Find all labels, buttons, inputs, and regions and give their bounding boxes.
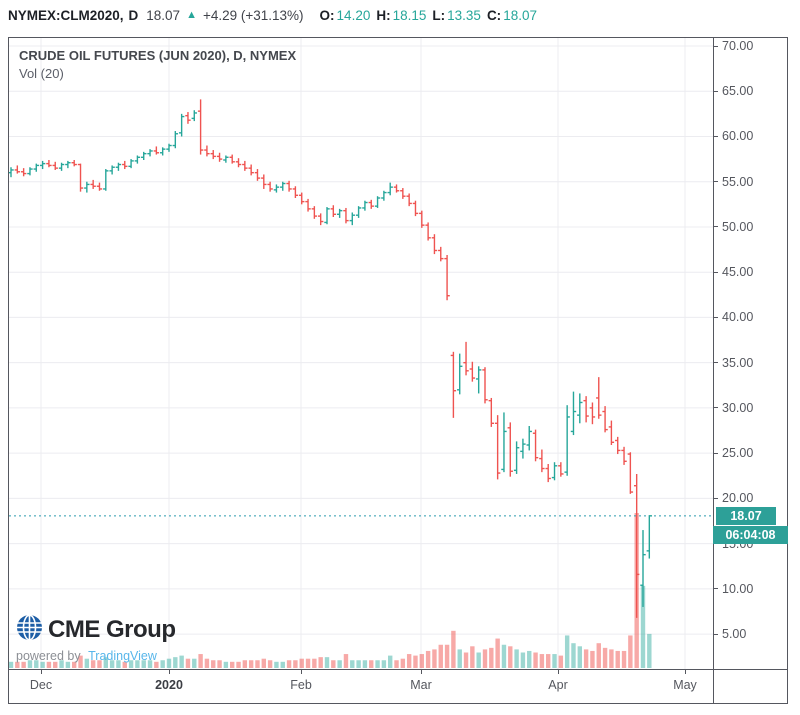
time-axis-label: Apr bbox=[548, 678, 568, 692]
price-axis[interactable]: 70.00 65.00 60.00 55.00 50.00 45.00 40.00 35.00… bbox=[713, 38, 788, 669]
symbol-name[interactable]: NYMEX:CLM2020, bbox=[8, 7, 124, 23]
chart-pane[interactable] bbox=[9, 38, 713, 669]
close-label: C: bbox=[486, 7, 502, 23]
high-value: 18.15 bbox=[392, 7, 427, 23]
price-change: +4.29 (+31.13%) bbox=[202, 7, 304, 23]
price-axis-label: 50.00 bbox=[722, 219, 754, 234]
time-axis-label: 2020 bbox=[155, 678, 183, 692]
price-axis-tick bbox=[713, 362, 718, 364]
price-axis-label: 35.00 bbox=[722, 355, 754, 370]
bar-countdown-badge: 06:04:08 bbox=[713, 525, 788, 544]
open-value: 14.20 bbox=[336, 7, 371, 23]
globe-icon bbox=[16, 614, 43, 646]
price-axis-label: 55.00 bbox=[722, 174, 754, 189]
chart-legend-title[interactable]: CRUDE OIL FUTURES (JUN 2020), D, NYMEX bbox=[19, 48, 297, 63]
price-axis-label: 20.00 bbox=[722, 491, 754, 506]
powered-by-label: powered by bbox=[16, 649, 81, 663]
price-axis-tick bbox=[713, 181, 718, 183]
low-label: L: bbox=[432, 7, 446, 23]
last-price-badge-value: 18.07 bbox=[730, 508, 762, 523]
price-axis-tick bbox=[713, 45, 718, 47]
price-axis-tick bbox=[713, 135, 718, 137]
price-axis-tick bbox=[713, 497, 718, 499]
price-axis-tick bbox=[713, 316, 718, 318]
close-value: 18.07 bbox=[503, 7, 537, 23]
time-axis-label: Mar bbox=[410, 678, 432, 692]
last-price: 18.07 bbox=[146, 7, 181, 23]
cme-logo-text[interactable]: CME Group bbox=[48, 616, 176, 643]
price-axis-label: 70.00 bbox=[722, 39, 754, 53]
axis-separator-vertical bbox=[713, 38, 714, 703]
change-up-arrow-icon: ▲ bbox=[186, 9, 197, 21]
price-axis-tick bbox=[713, 633, 718, 635]
axis-separator-horizontal bbox=[9, 669, 787, 670]
time-axis-tick bbox=[41, 669, 42, 674]
price-axis-label: 10.00 bbox=[722, 581, 754, 596]
price-axis-label: 65.00 bbox=[722, 84, 754, 99]
price-axis-label: 45.00 bbox=[722, 265, 754, 280]
price-axis-tick bbox=[713, 226, 718, 228]
time-axis[interactable]: Dec 2020 Feb Mar Apr May bbox=[9, 669, 787, 704]
low-value: 13.35 bbox=[447, 7, 481, 23]
time-axis-tick bbox=[558, 669, 559, 674]
volume-indicator-label[interactable]: Vol (20) bbox=[19, 66, 64, 81]
tradingview-link[interactable]: TradingView bbox=[88, 649, 157, 663]
time-axis-tick bbox=[685, 669, 686, 674]
ohlc-volume-plot[interactable] bbox=[9, 38, 713, 669]
price-axis-label: 60.00 bbox=[722, 129, 754, 144]
cme-branding: CME Group powered by TradingView bbox=[16, 614, 176, 663]
chart-frame: CRUDE OIL FUTURES (JUN 2020), D, NYMEX V… bbox=[8, 37, 788, 704]
time-axis-label: May bbox=[673, 678, 697, 692]
price-axis-tick bbox=[713, 407, 718, 409]
last-price-badge: 18.07 bbox=[716, 506, 776, 525]
bar-countdown-value: 06:04:08 bbox=[725, 527, 776, 542]
high-label: H: bbox=[376, 7, 391, 23]
time-axis-label: Dec bbox=[29, 678, 53, 692]
price-axis-label: 40.00 bbox=[722, 310, 754, 325]
price-axis-tick bbox=[713, 588, 718, 590]
open-label: O: bbox=[319, 7, 335, 23]
header-bar: NYMEX:CLM2020, D 18.07 ▲ +4.29 (+31.13%)… bbox=[8, 5, 537, 25]
price-axis-tick bbox=[713, 452, 718, 454]
time-axis-tick bbox=[169, 669, 170, 674]
price-axis-label: 30.00 bbox=[722, 400, 754, 415]
chart-legend[interactable]: CRUDE OIL FUTURES (JUN 2020), D, NYMEX V… bbox=[19, 47, 296, 84]
price-axis-tick bbox=[713, 90, 718, 92]
price-axis-label: 25.00 bbox=[722, 446, 754, 461]
time-axis-tick bbox=[301, 669, 302, 674]
interval-label[interactable]: D bbox=[128, 7, 139, 23]
time-axis-label: Feb bbox=[290, 678, 312, 692]
price-axis-tick bbox=[713, 271, 718, 273]
time-axis-tick bbox=[421, 669, 422, 674]
price-axis-label: 5.00 bbox=[722, 627, 747, 642]
